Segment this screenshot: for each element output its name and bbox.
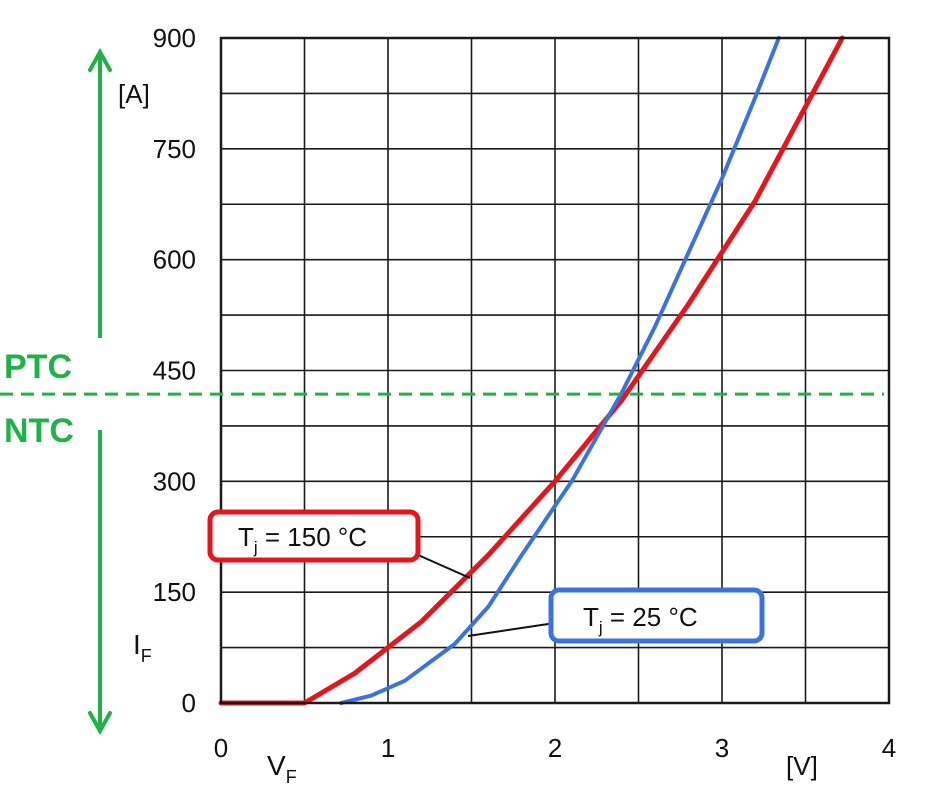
x-tick-label: 2 (548, 733, 562, 763)
x-tick-label: 1 (381, 733, 395, 763)
x-tick-label: 0 (214, 733, 228, 763)
ptc-arrow-head (88, 47, 112, 72)
y-tick-label: 900 (153, 23, 196, 53)
series-layer (218, 35, 845, 706)
ptc-label: PTC (4, 348, 72, 386)
series-line-tj-150 (218, 35, 845, 706)
y-tick-label: 750 (153, 134, 196, 164)
y-axis-unit: [A] (118, 79, 150, 109)
x-tick-label: 4 (882, 733, 896, 763)
y-axis-label: IF (133, 629, 152, 666)
series-label-tj-150: Tj = 150 °C (238, 522, 367, 557)
series-label-tj-25: Tj = 25 °C (583, 602, 698, 637)
x-axis-unit: [V] (786, 751, 818, 781)
x-tick-label: 3 (715, 733, 729, 763)
x-axis-label: VF (267, 750, 297, 787)
ntc-arrow-head (88, 711, 112, 736)
legend-callout-tj-25: Tj = 25 °C (467, 587, 765, 644)
ntc-label: NTC (4, 412, 74, 450)
y-tick-label: 150 (153, 577, 196, 607)
callout-box-tj-150 (207, 509, 421, 563)
legend-callout-tj-150: Tj = 150 °C (207, 509, 471, 579)
y-tick-label: 450 (153, 356, 196, 386)
y-tick-labels: 0 150 300 450 600 750 900 (153, 23, 196, 718)
x-tick-labels: 0 1 2 3 4 (214, 733, 896, 763)
series-line-tj-25 (339, 36, 781, 705)
plot-frame (219, 36, 891, 705)
y-tick-label: 600 (153, 245, 196, 275)
callout-box-tj-25 (548, 587, 765, 644)
y-tick-label: 0 (182, 688, 196, 718)
y-tick-label: 300 (153, 466, 196, 496)
ptc-ntc-zone: PTC NTC (0, 47, 884, 736)
